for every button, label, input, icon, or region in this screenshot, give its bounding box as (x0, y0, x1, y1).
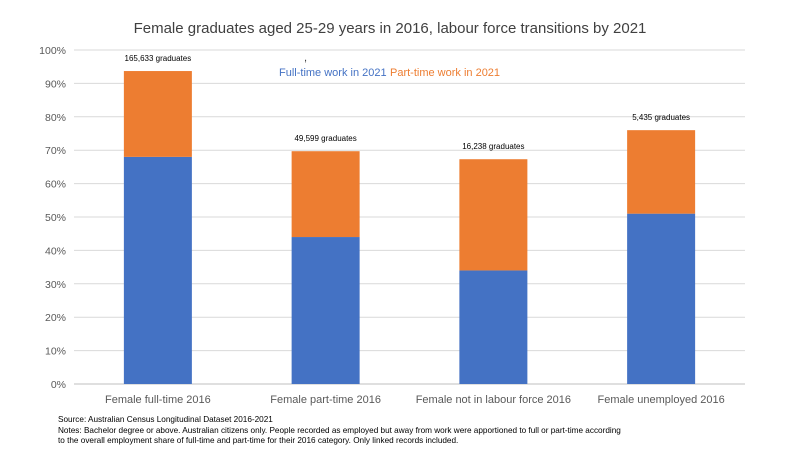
x-category-label: Female part-time 2016 (270, 394, 381, 406)
bar-segment-full-time (459, 270, 528, 384)
bar-total-label: 16,238 graduates (462, 142, 524, 151)
y-tick-label: 0% (51, 379, 66, 391)
source-note: Source: Australian Census Longitudinal D… (58, 415, 273, 424)
bar-segment-full-time (123, 156, 192, 384)
legend-part-time: Part-time work in 2021 (390, 67, 500, 79)
bar-segment-part-time (627, 130, 696, 214)
y-axis: 0% 10% 20% 30% 40% 50% 60% 70% 80% 90% 100% (39, 45, 66, 391)
y-tick-label: 10% (45, 346, 66, 358)
notes-line-2: to the overall employment share of full-… (58, 436, 459, 445)
bar-segment-part-time (291, 151, 360, 238)
y-tick-label: 80% (45, 112, 66, 124)
x-category-label: Female not in labour force 2016 (416, 394, 571, 406)
bar-segment-part-time (123, 71, 192, 157)
legend: , Full-time work in 2021 Part-time work … (279, 52, 500, 79)
y-tick-label: 30% (45, 279, 66, 291)
x-category-label: Female full-time 2016 (105, 394, 211, 406)
legend-full-time: Full-time work in 2021 (279, 67, 387, 79)
y-tick-label: 60% (45, 179, 66, 191)
bars: 165,633 graduates 49,599 graduates 16,238 … (123, 54, 696, 384)
x-category-label: Female unemployed 2016 (598, 394, 725, 406)
x-axis: Female full-time 2016 Female part-time 20… (105, 394, 725, 406)
y-tick-label: 50% (45, 212, 66, 224)
bar-total-label: 165,633 graduates (125, 54, 192, 63)
bar-segment-part-time (459, 159, 528, 271)
y-tick-label: 40% (45, 245, 66, 257)
y-tick-label: 70% (45, 145, 66, 157)
y-tick-label: 20% (45, 312, 66, 324)
notes-line-1: Notes: Bachelor degree or above. Austral… (58, 425, 621, 435)
legend-stray-mark: , (304, 52, 307, 64)
chart-title: Female graduates aged 25-29 years in 201… (134, 20, 647, 37)
bar-total-label: 49,599 graduates (294, 134, 356, 143)
bar-segment-full-time (291, 237, 360, 384)
y-tick-label: 90% (45, 78, 66, 90)
bar-total-label: 5,435 graduates (632, 113, 690, 122)
bar-segment-full-time (627, 213, 696, 384)
y-tick-label: 100% (39, 45, 66, 57)
chart-notes: Source: Australian Census Longitudinal D… (58, 415, 621, 447)
